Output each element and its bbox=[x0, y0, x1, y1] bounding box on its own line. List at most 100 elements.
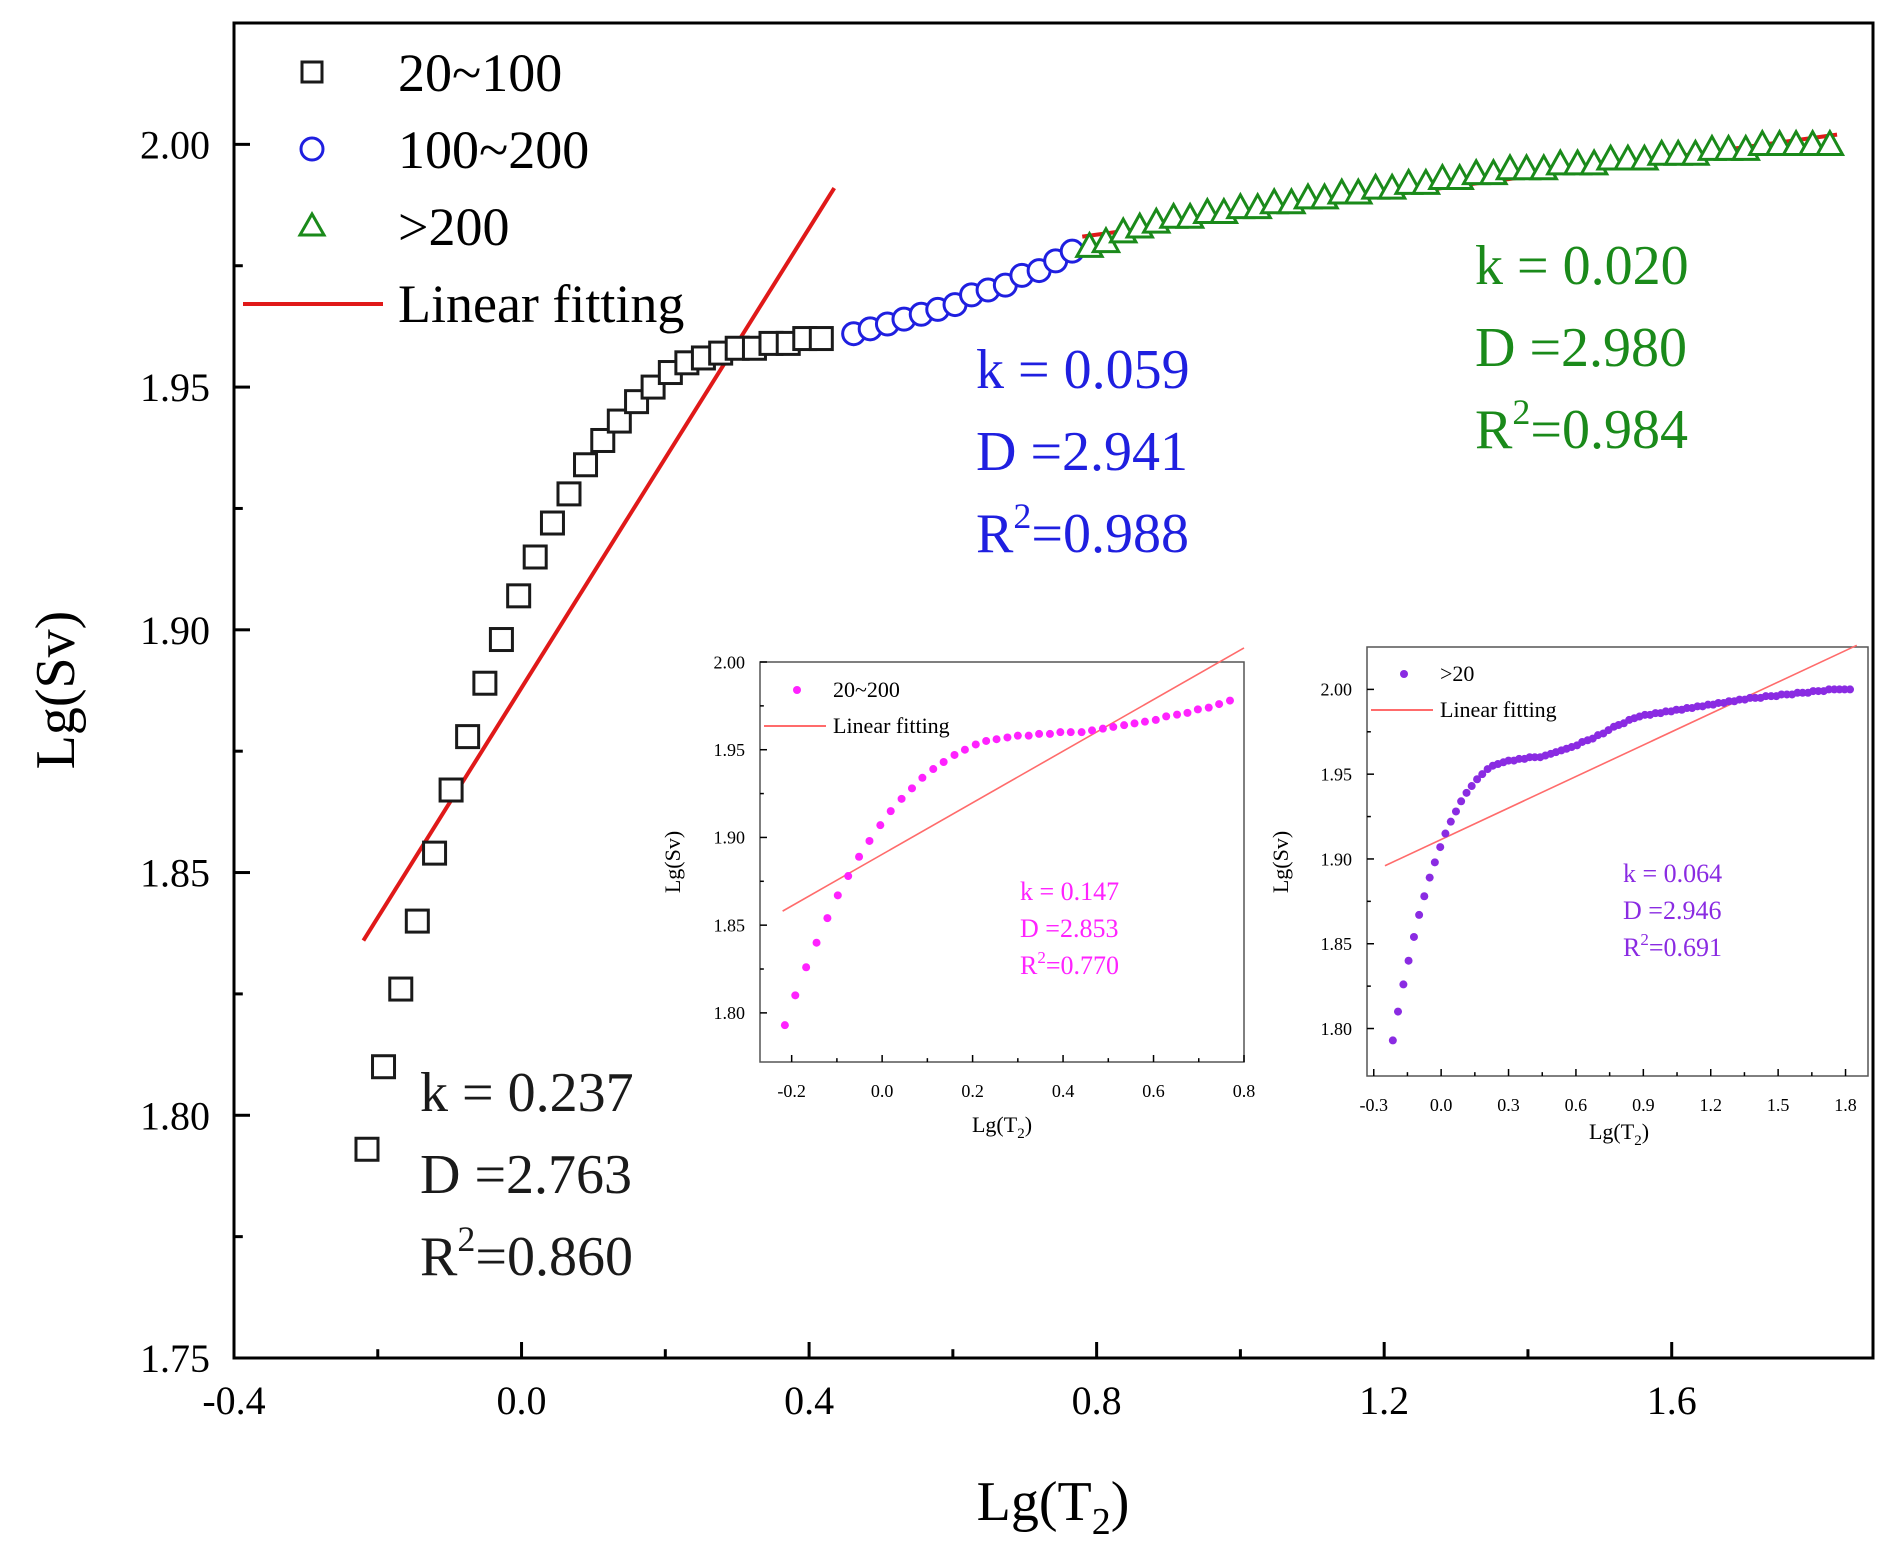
inset1-point-20-200 bbox=[855, 852, 864, 861]
inset2-point-20 bbox=[1436, 843, 1445, 852]
inset1-y-tick-label: 2.00 bbox=[714, 652, 746, 672]
inset1-point-20-200 bbox=[1088, 726, 1097, 735]
inset1-point-20-200 bbox=[1130, 719, 1139, 728]
inset1-annotation-r2: R2=0.770 bbox=[1020, 948, 1119, 980]
inset1-point-20-200 bbox=[865, 836, 874, 845]
inset1-annotation-k: k = 0.147 bbox=[1020, 877, 1119, 906]
inset1-point-20-200 bbox=[876, 821, 885, 830]
inset2-x-tick-label: 1.5 bbox=[1767, 1095, 1790, 1115]
inset2-y-tick-label: 1.90 bbox=[1321, 849, 1353, 869]
inset2-y-tick-label: 2.00 bbox=[1321, 680, 1353, 700]
main-plot-frame bbox=[232, 21, 1875, 1360]
main-x-tick-label: 1.2 bbox=[1359, 1378, 1409, 1423]
main-point-200 bbox=[1814, 128, 1846, 156]
inset1-annotation-d: D =2.853 bbox=[1020, 914, 1118, 943]
inset2-point-20 bbox=[1441, 829, 1450, 838]
inset2-point-20 bbox=[1457, 797, 1466, 806]
main-point-20-100 bbox=[404, 908, 430, 934]
main-point-20-100 bbox=[371, 1054, 397, 1080]
inset2-point-20 bbox=[1430, 858, 1439, 867]
main-point-20-100 bbox=[522, 544, 548, 570]
inset2-point-20 bbox=[1467, 782, 1476, 791]
inset1-point-20-200 bbox=[1056, 728, 1065, 737]
inset1-point-20-200 bbox=[886, 807, 895, 816]
inset2-point-20 bbox=[1451, 807, 1460, 816]
inset1-x-tick-label: -0.2 bbox=[777, 1081, 806, 1101]
inset2-x-tick-label: 0.6 bbox=[1565, 1095, 1588, 1115]
main-y-tick-label: 1.85 bbox=[140, 851, 210, 896]
annotation-gt-200-k: k = 0.020 bbox=[1475, 235, 1689, 297]
inset1-point-20-200 bbox=[833, 891, 842, 900]
main-x-tick-label: -0.4 bbox=[202, 1378, 265, 1423]
inset1-legend-label-linear-fitting: Linear fitting bbox=[833, 713, 950, 738]
inset1-x-tick-label: 0.4 bbox=[1052, 1081, 1075, 1101]
inset1-point-20-200 bbox=[1003, 733, 1012, 742]
inset1-point-20-200 bbox=[1120, 721, 1129, 730]
inset-chart-20-200: -0.2 0.0 0.2 0.4 0.6 0.81.801.851.901.952.00 … bbox=[660, 647, 1256, 1142]
inset1-point-20-200 bbox=[1204, 703, 1213, 712]
main-y-tick-label: 1.80 bbox=[140, 1093, 210, 1138]
inset1-point-20-200 bbox=[918, 773, 927, 782]
inset1-axis-ticks: -0.2 0.0 0.2 0.4 0.6 0.8 1.80 1.85 1.90 1.95 2.00 bbox=[714, 652, 1256, 1101]
inset1-x-tick-label: 0.0 bbox=[871, 1081, 894, 1101]
inset1-point-20-200 bbox=[1193, 705, 1202, 714]
main-linear-fit-line bbox=[361, 186, 836, 942]
inset1-point-20-200 bbox=[1140, 717, 1149, 726]
annotation-20-100-k: k = 0.237 bbox=[420, 1062, 634, 1124]
main-point-20-100 bbox=[573, 452, 599, 478]
inset1-y-tick-label: 1.85 bbox=[714, 915, 746, 935]
inset2-x-tick-label: 1.2 bbox=[1699, 1095, 1722, 1115]
inset1-point-20-200 bbox=[1215, 700, 1224, 709]
inset1-x-tick-label: 0.8 bbox=[1233, 1081, 1256, 1101]
inset2-legend: >20 Linear fitting bbox=[1371, 661, 1557, 722]
main-x-tick-label: 0.0 bbox=[497, 1378, 547, 1423]
inset1-point-20-200 bbox=[907, 784, 916, 793]
main-point-20-100 bbox=[606, 408, 632, 434]
legend-label-100-200: 100~200 bbox=[398, 120, 589, 180]
inset1-linear-fit-line bbox=[782, 647, 1245, 912]
main-chart: -0.4 0.0 0.4 0.8 1.2 1.6 1.75 1.80 1.85 1.90 1.95 2… bbox=[25, 21, 1875, 1543]
inset1-point-20-200 bbox=[780, 1021, 789, 1030]
inset2-legend-label-gt-20: >20 bbox=[1440, 661, 1474, 686]
inset1-legend-marker-20-200 bbox=[793, 686, 801, 694]
inset1-point-20-200 bbox=[802, 963, 811, 972]
inset1-point-20-200 bbox=[1066, 728, 1075, 737]
annotation-gt-200-d: D =2.980 bbox=[1475, 317, 1687, 379]
inset2-y-tick-label: 1.85 bbox=[1321, 934, 1353, 954]
annotation-gt-200: k = 0.020 D =2.980 R2=0.984 bbox=[1475, 235, 1689, 461]
inset1-point-20-200 bbox=[1151, 715, 1160, 724]
inset2-y-tick-label: 1.95 bbox=[1321, 764, 1353, 784]
inset-chart-gt-20: -0.3 0.0 0.3 0.6 0.9 1.2 1.5 1.8 1.80 1.85 1.90 1.9… bbox=[1268, 644, 1869, 1149]
main-y-tick-label: 1.95 bbox=[140, 365, 210, 410]
inset2-x-tick-label: 1.8 bbox=[1834, 1095, 1857, 1115]
inset1-point-20-200 bbox=[1077, 728, 1086, 737]
inset1-legend: 20~200 Linear fitting bbox=[764, 677, 950, 738]
legend-label-gt-200: >200 bbox=[398, 197, 509, 257]
main-point-20-100 bbox=[422, 840, 448, 866]
inset1-point-20-200 bbox=[982, 736, 991, 745]
inset1-point-20-200 bbox=[1013, 731, 1022, 740]
inset1-point-20-200 bbox=[1109, 722, 1118, 731]
inset1-point-20-200 bbox=[1035, 729, 1044, 738]
inset2-x-tick-label: 0.0 bbox=[1430, 1095, 1453, 1115]
inset1-point-20-200 bbox=[1183, 708, 1192, 717]
inset1-data-markers bbox=[780, 696, 1234, 1030]
inset2-annotation-d: D =2.946 bbox=[1623, 896, 1721, 925]
main-point-20-100 bbox=[354, 1136, 380, 1162]
annotation-100-200: k = 0.059 D =2.941 R2=0.988 bbox=[976, 339, 1190, 565]
inset2-legend-label-linear-fitting: Linear fitting bbox=[1440, 697, 1557, 722]
inset2-point-20 bbox=[1409, 932, 1418, 941]
inset2-annotation-k: k = 0.064 bbox=[1623, 859, 1722, 888]
legend-label-20-100: 20~100 bbox=[398, 43, 562, 103]
main-legend: 20~100 100~200 >200 Linear fitting bbox=[243, 43, 684, 334]
legend-marker-20-100 bbox=[300, 60, 324, 84]
inset1-y-tick-label: 1.95 bbox=[714, 740, 746, 760]
inset2-point-20 bbox=[1846, 685, 1855, 694]
legend-marker-gt-200 bbox=[297, 210, 327, 237]
inset1-x-axis-label: Lg(T2) bbox=[972, 1112, 1032, 1142]
inset1-point-20-200 bbox=[939, 758, 948, 766]
inset2-annotation-r2: R2=0.691 bbox=[1623, 930, 1722, 962]
inset1-x-tick-label: 0.2 bbox=[961, 1081, 984, 1101]
inset2-x-tick-label: -0.3 bbox=[1359, 1095, 1388, 1115]
